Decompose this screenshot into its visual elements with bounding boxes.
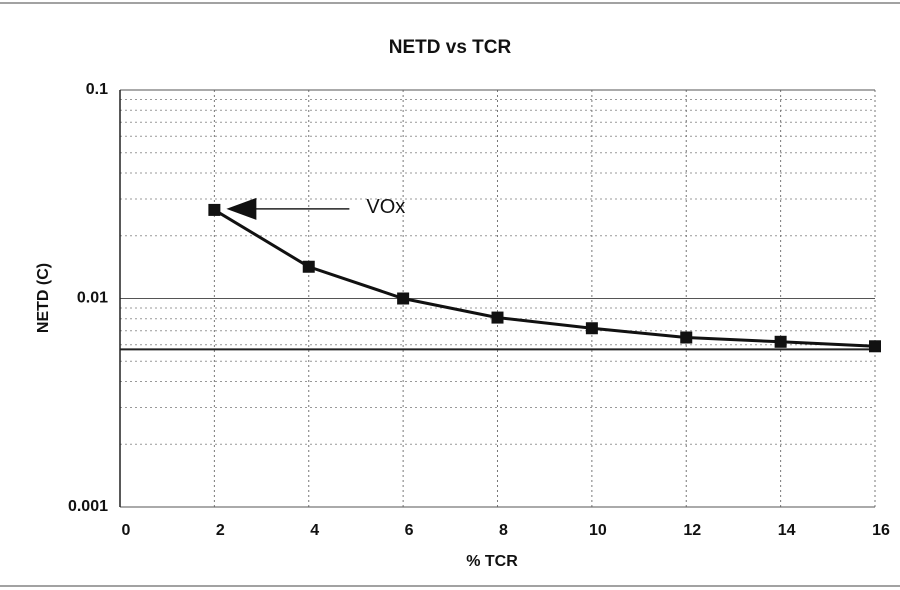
point-marker bbox=[208, 203, 221, 216]
y-axis-label: NETD (C) bbox=[35, 263, 52, 333]
point-marker bbox=[491, 311, 504, 324]
point-marker bbox=[585, 322, 598, 335]
x-tick-label: 12 bbox=[683, 522, 701, 539]
x-tick-label: 6 bbox=[405, 522, 414, 539]
x-tick-label: 2 bbox=[216, 522, 225, 539]
x-tick-label: 8 bbox=[499, 522, 508, 539]
x-axis-label: % TCR bbox=[466, 553, 518, 570]
chart-title: NETD vs TCR bbox=[389, 37, 512, 58]
x-tick-label: 14 bbox=[778, 522, 796, 539]
annotation: VOx bbox=[366, 196, 405, 218]
series-line bbox=[213, 208, 876, 348]
point-marker bbox=[869, 340, 881, 353]
point-marker bbox=[302, 260, 315, 273]
x-tick-label: 4 bbox=[310, 522, 319, 539]
point-marker bbox=[680, 331, 693, 344]
x-tick-label: 16 bbox=[872, 522, 890, 539]
point-marker bbox=[774, 335, 787, 348]
y-tick-label: 0.1 bbox=[86, 81, 108, 98]
point-marker bbox=[397, 292, 410, 305]
annotation-arrow-head bbox=[226, 197, 257, 220]
y-tick-label: 0.001 bbox=[68, 498, 108, 515]
x-tick-label: 0 bbox=[122, 522, 131, 539]
y-tick-label: 0.01 bbox=[77, 290, 108, 307]
x-tick-label: 10 bbox=[589, 522, 607, 539]
